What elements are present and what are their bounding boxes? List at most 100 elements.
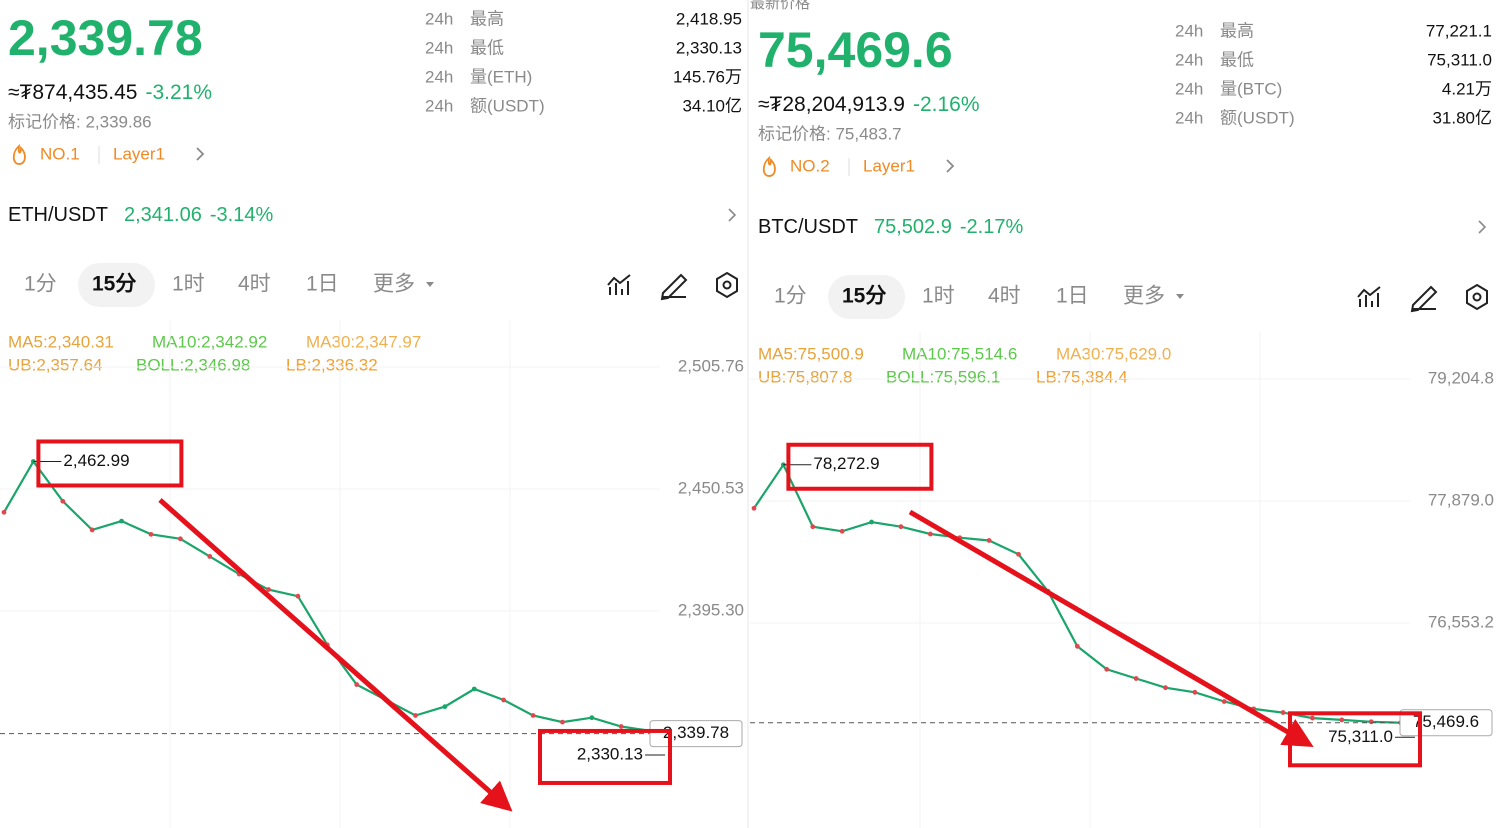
pair-line: BTC/USDT 75,502.9 -2.17%	[758, 216, 1023, 238]
stat-value: 145.76万	[673, 67, 742, 86]
dropdown-caret	[426, 282, 434, 287]
stat-period: 24h	[1175, 79, 1203, 98]
draw-icon[interactable]	[660, 273, 688, 301]
interval-tab[interactable]: 1日	[1056, 285, 1089, 308]
pair-name: BTC/USDT	[758, 216, 858, 238]
interval-tab[interactable]: 1日	[306, 273, 339, 296]
stat-period: 24h	[425, 9, 453, 28]
price-point	[1192, 689, 1198, 695]
price-point	[177, 536, 183, 542]
stat-value: 2,418.95	[676, 9, 742, 28]
interval-tab[interactable]: 1时	[172, 273, 205, 296]
interval-tab[interactable]: 4时	[988, 285, 1021, 308]
price-point	[119, 518, 124, 524]
low-label: 75,311.0	[1328, 727, 1393, 746]
price-line	[3, 459, 681, 735]
stat-name: 量(BTC)	[1220, 79, 1282, 98]
stat-period: 24h	[1175, 108, 1203, 127]
rank-tag[interactable]: NO.2	[790, 156, 830, 175]
y-tick-label: 76,553.2	[1428, 612, 1494, 631]
interval-tab[interactable]: 4时	[238, 273, 271, 296]
annotation-box	[36, 439, 184, 488]
stat-value: 31.80亿	[1432, 108, 1492, 127]
draw-icon[interactable]	[1410, 285, 1438, 313]
price-point	[501, 697, 507, 703]
low-label: 2,330.13	[577, 744, 643, 763]
price-point	[1074, 643, 1080, 649]
interval-tab[interactable]: 15分	[842, 285, 886, 308]
price-point	[266, 587, 271, 592]
settings-icon-dot	[722, 280, 732, 290]
indicator-value: MA5:2,340.31	[8, 332, 114, 351]
stat-value: 77,221.1	[1426, 21, 1492, 40]
price-point	[1368, 719, 1374, 725]
stat-value: 2,330.13	[676, 38, 742, 57]
stat-period: 24h	[425, 67, 453, 86]
indicator-icon[interactable]	[1357, 286, 1381, 307]
price-point	[207, 554, 213, 559]
rank-tag[interactable]: NO.1	[40, 144, 80, 163]
indicator-value: LB:2,336.32	[286, 355, 378, 374]
price-point	[354, 682, 360, 687]
interval-selected-bg	[828, 275, 905, 319]
chevron	[1478, 220, 1487, 234]
ticker-panel: 2,339.78 ≈₮874,435.45 -3.21% 标记价格: 2,339.86…	[0, 9, 744, 828]
interval-tab[interactable]: 1时	[922, 285, 955, 308]
fiat-line: ≈₮28,204,913.9 -2.16%	[758, 93, 980, 116]
price-point	[1016, 551, 1021, 557]
pair-change: -3.14%	[210, 204, 274, 226]
price-point	[589, 715, 595, 721]
indicator-icon[interactable]	[607, 274, 631, 295]
settings-icon[interactable]	[716, 271, 738, 299]
indicator-value: UB:75,807.8	[758, 367, 853, 386]
flame-icon	[762, 155, 776, 177]
price-point	[810, 524, 816, 530]
y-tick-label: 2,450.53	[678, 478, 744, 497]
pair-price: 75,502.9	[874, 216, 952, 238]
annotation-box	[786, 442, 934, 491]
interval-tab[interactable]: 15分	[92, 273, 136, 296]
price-point	[869, 519, 874, 525]
price-line	[753, 462, 1430, 724]
change-percent: -3.21%	[145, 81, 212, 104]
settings-icon[interactable]	[1466, 283, 1488, 311]
interval-tab[interactable]: 更多	[373, 273, 415, 296]
last-price-label: 75,469.6	[1413, 712, 1479, 731]
interval-tab[interactable]: 1分	[24, 273, 57, 296]
indicator-value: MA5:75,500.9	[758, 344, 864, 363]
y-tick-label: 79,204.8	[1428, 368, 1494, 387]
interval-tab[interactable]: 1分	[774, 285, 807, 308]
fiat-price: ≈₮28,204,913.9	[758, 93, 905, 116]
price-point	[1280, 710, 1286, 715]
last-price-box	[649, 720, 743, 748]
indicator-value: MA10:75,514.6	[902, 344, 1017, 363]
price-point	[295, 593, 301, 599]
price-point	[148, 531, 154, 537]
category-tag[interactable]: Layer1	[113, 144, 165, 163]
price-point	[560, 719, 565, 725]
pair-name: ETH/USDT	[8, 204, 108, 226]
stat-period: 24h	[425, 96, 453, 115]
high-label: 78,272.9	[813, 454, 879, 473]
price-point	[1163, 685, 1168, 691]
price-point	[442, 704, 448, 710]
stat-period: 24h	[1175, 21, 1203, 40]
chevron	[728, 208, 737, 222]
category-tag[interactable]: Layer1	[863, 156, 915, 175]
fiat-price: ≈₮874,435.45	[8, 81, 137, 104]
fiat-line: ≈₮874,435.45 -3.21%	[8, 81, 212, 104]
price-point	[1339, 717, 1345, 723]
pair-price: 2,341.06	[124, 204, 202, 226]
indicator-value: MA10:2,342.92	[152, 332, 267, 351]
stat-name: 额(USDT)	[470, 96, 545, 115]
y-tick-label: 2,395.30	[678, 600, 744, 619]
mark-price: 标记价格: 75,483.7	[758, 124, 902, 143]
stat-period: 24h	[1175, 50, 1203, 69]
interval-tab[interactable]: 更多	[1123, 285, 1165, 308]
trend-arrow	[908, 509, 1314, 748]
stat-name: 最低	[1220, 50, 1254, 69]
price-point	[1104, 666, 1110, 672]
